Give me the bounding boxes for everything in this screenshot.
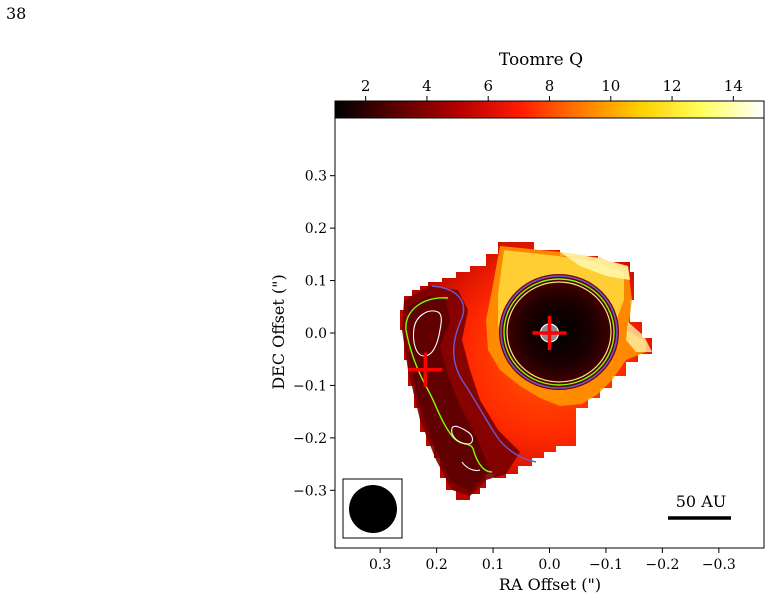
x-tick-label: 0.3: [369, 557, 391, 573]
y-tick-label: 0.2: [305, 221, 327, 237]
colorbar-tick-label: 2: [361, 77, 371, 95]
colorbar-tick-label: 10: [601, 77, 620, 95]
contour-inner: [506, 281, 612, 383]
toomre-map: [400, 242, 652, 500]
y-tick-label: −0.2: [293, 431, 327, 447]
west-contour-white-3: [461, 461, 481, 472]
y-tick-label: 0.1: [305, 274, 327, 290]
y-tick-label: 0.3: [305, 169, 327, 185]
source-marker-1: [532, 316, 567, 350]
y-tick-label: −0.1: [293, 378, 327, 394]
y-axis-label: DEC Offset ("): [269, 274, 288, 389]
y-tick-label: 0.0: [305, 326, 327, 342]
x-axis-ticks: 0.3 0.2 0.1 0.0 −0.1 −0.2 −0.3: [369, 548, 736, 573]
colorbar-tick-label: 14: [724, 77, 743, 95]
west-contour-white-2: [451, 425, 474, 445]
contour-outer: [500, 275, 618, 389]
source-markers: [408, 316, 567, 387]
scale-bar-label: 50 AU: [676, 492, 726, 511]
beam-ellipse: [349, 485, 397, 533]
x-tick-label: 0.2: [425, 557, 447, 573]
contour-mid: [503, 278, 615, 386]
colorbar: [334, 100, 765, 119]
colorbar-tick-label: 8: [545, 77, 555, 95]
colorbar-tick-label: 4: [422, 77, 432, 95]
x-tick-label: −0.1: [589, 557, 623, 573]
x-tick-label: 0.1: [482, 557, 504, 573]
y-axis-ticks: 0.3 0.2 0.1 0.0 −0.1 −0.2 −0.3: [293, 169, 335, 499]
colorbar-tick-label: 6: [483, 77, 493, 95]
x-axis-label: RA Offset ("): [499, 575, 601, 594]
x-tick-label: 0.0: [538, 557, 560, 573]
y-tick-label: −0.3: [293, 483, 327, 499]
source-marker-2: [408, 352, 443, 387]
colorbar-label: Toomre Q: [499, 50, 583, 70]
colorbar-tick-label: 12: [663, 77, 682, 95]
west-contour-green: [405, 297, 493, 473]
x-tick-label: −0.3: [702, 557, 736, 573]
colorbar-ticks: 2 4 6 8 10 12 14: [361, 77, 743, 101]
x-tick-label: −0.2: [645, 557, 679, 573]
page-number: 38: [6, 4, 27, 23]
west-contour-blue: [431, 285, 537, 463]
